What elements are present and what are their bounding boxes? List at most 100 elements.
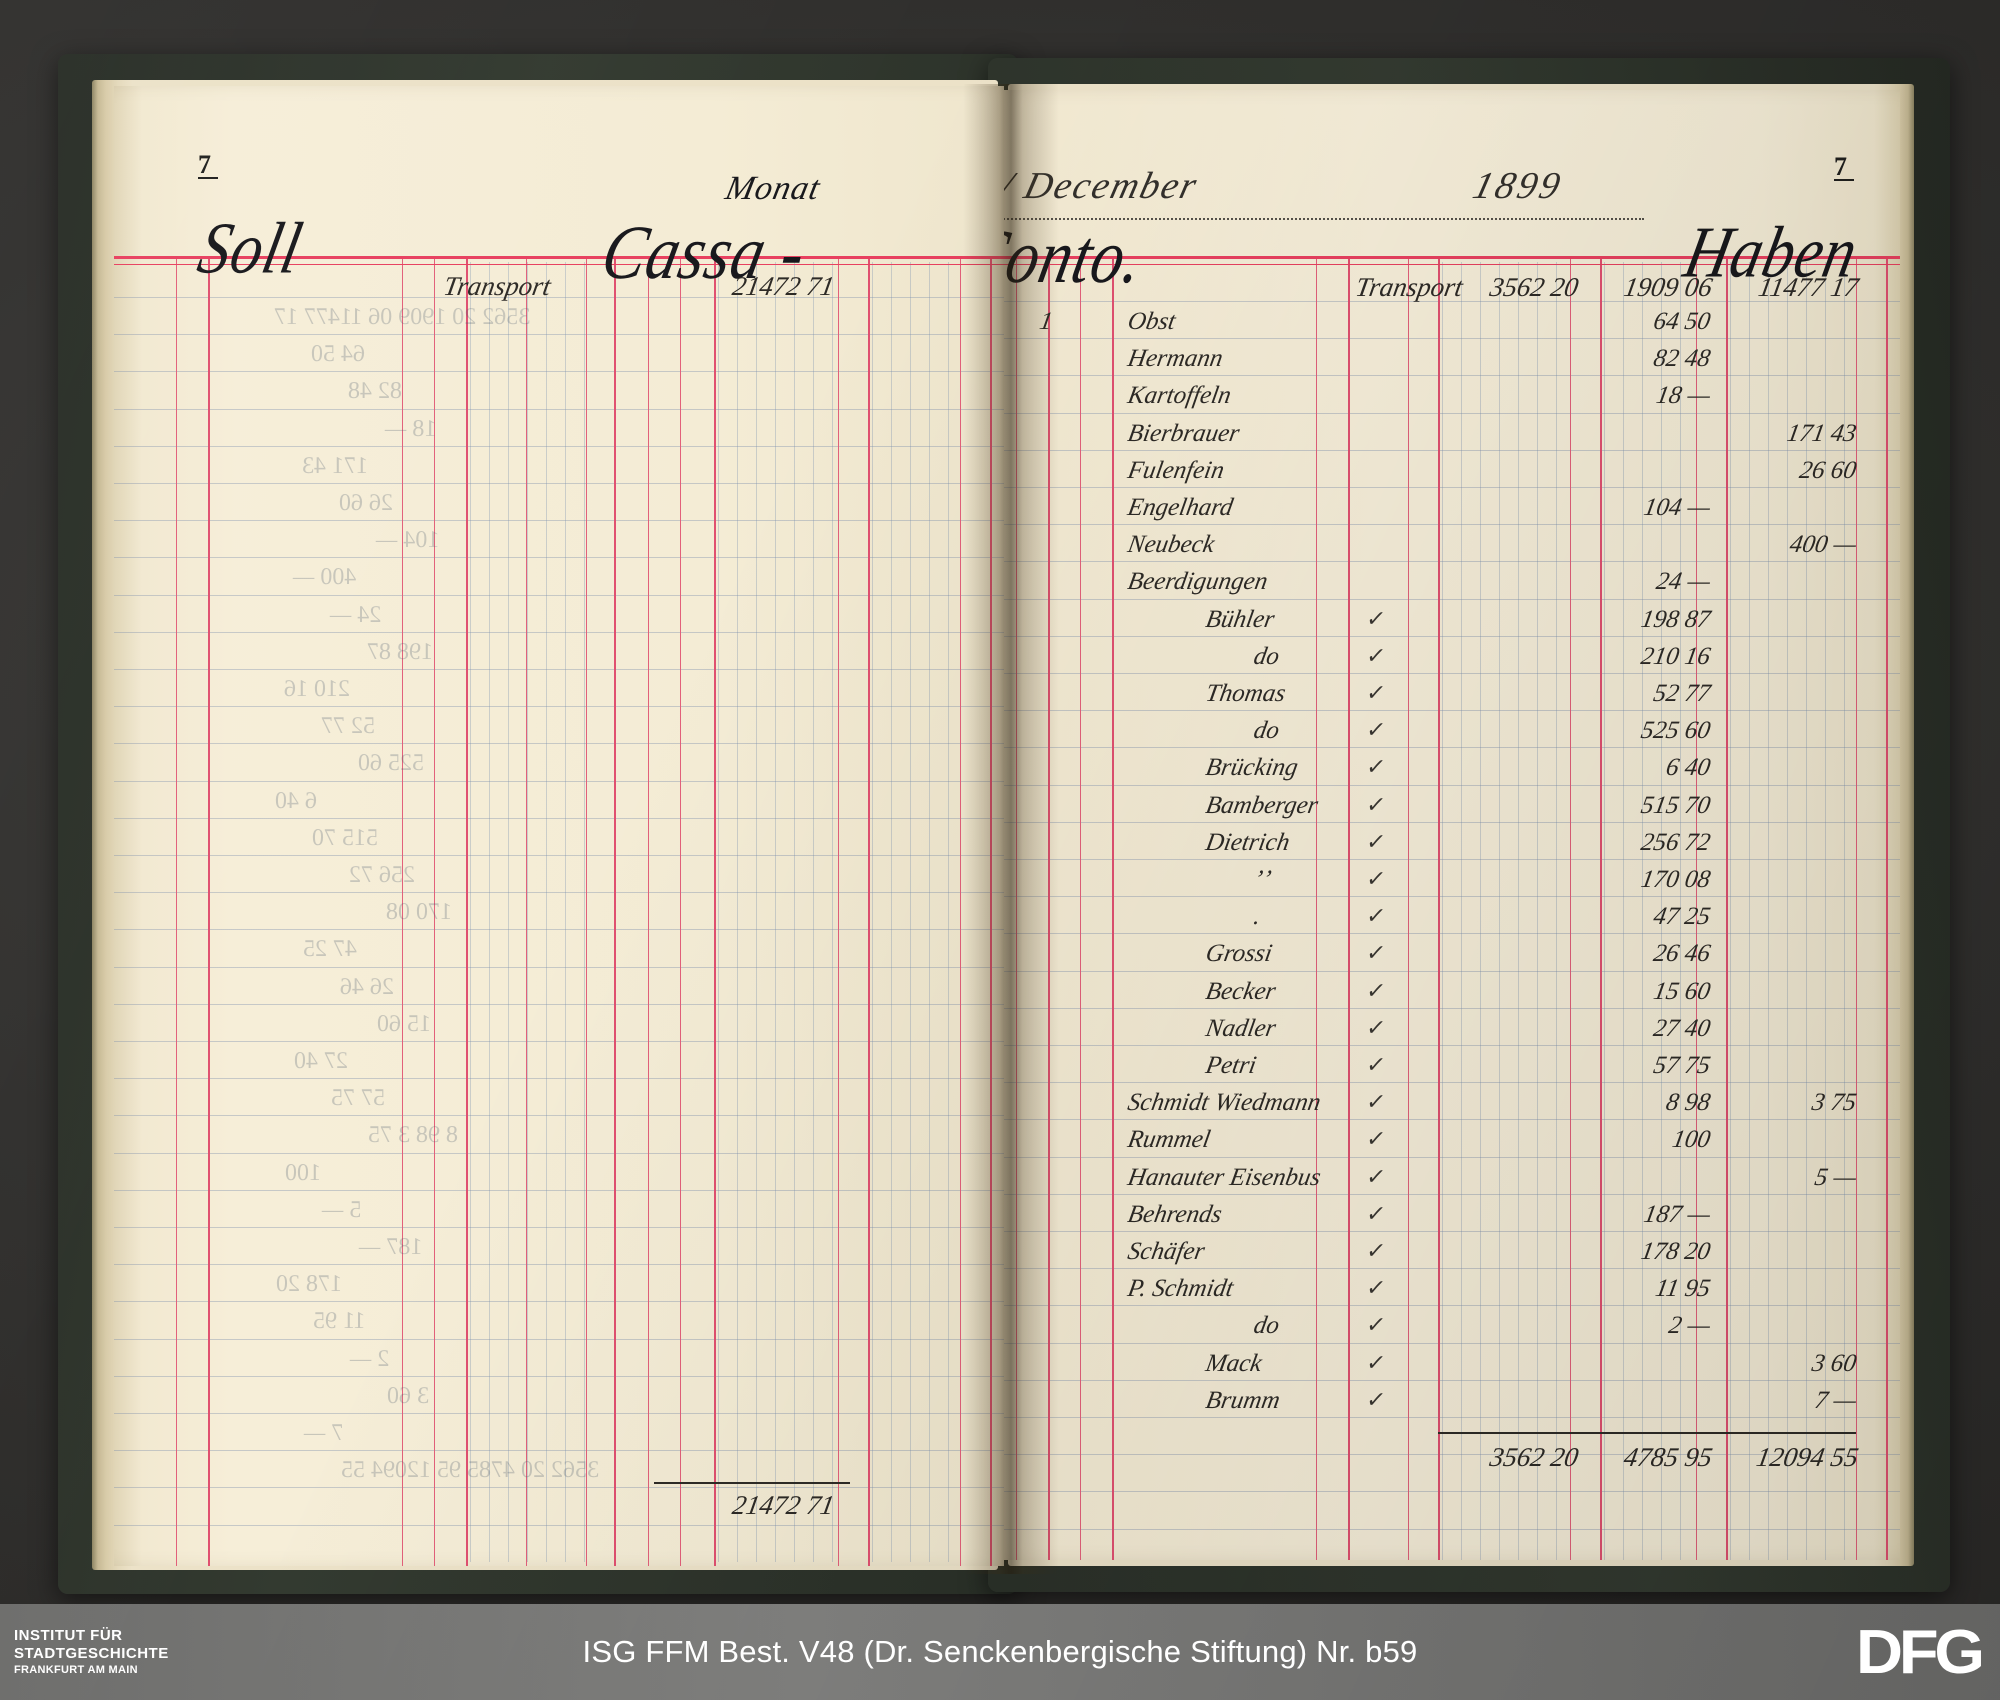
feint-rule bbox=[114, 445, 1004, 447]
feint-rule bbox=[114, 1487, 1004, 1489]
entry-description: Mack bbox=[1203, 1349, 1264, 1377]
column-rule bbox=[1348, 258, 1350, 1560]
feint-rule bbox=[1004, 301, 1900, 302]
table-row: Bierbrauer 171 43 bbox=[1004, 420, 1900, 457]
ghost-line: 47 25 bbox=[300, 936, 360, 963]
money-hairline bbox=[775, 262, 776, 1562]
entry-description: Grossi bbox=[1203, 940, 1275, 968]
feint-rule bbox=[114, 1301, 1004, 1303]
heading-haben: Haben bbox=[1677, 212, 1865, 294]
feint-rule bbox=[114, 1115, 1004, 1117]
ghost-line: 11 95 bbox=[310, 1308, 368, 1335]
money-hairline bbox=[1825, 262, 1826, 1560]
table-row: Becker ✓ 15 60 bbox=[1004, 978, 1900, 1015]
entry-check-mark: ✓ bbox=[1364, 754, 1388, 780]
money-hairline bbox=[1806, 262, 1807, 1560]
book-gutter-shadow bbox=[963, 84, 1059, 1574]
transport-label-left: Transport bbox=[441, 271, 554, 301]
ghost-line: 400 — bbox=[290, 564, 359, 591]
ghost-line: 82 48 bbox=[345, 378, 405, 405]
entry-description: Bamberger bbox=[1203, 791, 1321, 819]
money-hairline bbox=[1480, 262, 1481, 1560]
money-hairline bbox=[1461, 262, 1462, 1560]
money-hairline bbox=[832, 262, 833, 1562]
entry-check-mark: ✓ bbox=[1364, 1126, 1388, 1152]
entry-amount-col2: 26 46 bbox=[1651, 940, 1713, 968]
entry-check-mark: ✓ bbox=[1364, 1349, 1388, 1375]
entry-check-mark: ✓ bbox=[1364, 1238, 1388, 1263]
entry-description: do bbox=[1251, 642, 1282, 670]
page-number-left: 7 bbox=[198, 150, 218, 179]
money-hairline bbox=[718, 262, 719, 1562]
feint-rule bbox=[1004, 375, 1900, 377]
column-rule bbox=[1600, 258, 1602, 1560]
feint-rule bbox=[114, 1078, 1004, 1080]
leaf-edges-right bbox=[1008, 84, 1914, 1566]
table-row: Brumm ✓ 7 — bbox=[1004, 1387, 1900, 1424]
entry-description: Thomas bbox=[1203, 680, 1288, 707]
feint-rule bbox=[114, 706, 1004, 708]
feint-rule bbox=[114, 1413, 1004, 1414]
entry-description: Engelhard bbox=[1125, 494, 1236, 521]
feint-rule bbox=[1004, 561, 1900, 563]
money-hairline bbox=[1537, 262, 1538, 1560]
table-row: 1 Obst 64 50 bbox=[1004, 308, 1900, 345]
page-number-right: 7 bbox=[1834, 152, 1854, 181]
money-hairline bbox=[1680, 262, 1681, 1560]
feint-rule bbox=[114, 743, 1004, 745]
top-red-rule2-right bbox=[1004, 264, 1900, 265]
entry-check-mark: ✓ bbox=[1364, 717, 1388, 743]
entry-check-mark: ✓ bbox=[1364, 791, 1388, 817]
feint-rule bbox=[1004, 821, 1900, 823]
transport-col2: 1909 06 bbox=[1621, 272, 1715, 302]
month-dotted-line bbox=[1004, 174, 1644, 220]
table-row: P. Schmidt ✓ 11 95 bbox=[1004, 1275, 1900, 1312]
feint-rule bbox=[114, 1041, 1004, 1042]
ghost-line: 210 16 bbox=[281, 676, 353, 702]
feint-rule bbox=[114, 1003, 1004, 1005]
column-rule bbox=[614, 258, 616, 1566]
entry-check-mark: ✓ bbox=[1364, 680, 1388, 705]
table-row: Rummel ✓ 100 bbox=[1004, 1126, 1900, 1163]
total-underline-left bbox=[654, 1482, 850, 1484]
ghost-line: 24 — bbox=[327, 601, 384, 628]
total-col2: 4785 95 bbox=[1621, 1442, 1715, 1472]
feint-rule bbox=[1004, 1454, 1900, 1456]
vertical-rules-right bbox=[1004, 90, 1900, 1560]
table-row: Thomas ✓ 52 77 bbox=[1004, 680, 1900, 717]
column-rule bbox=[1316, 258, 1317, 1560]
ghost-line: 26 46 bbox=[337, 973, 397, 1000]
feint-rule bbox=[114, 1264, 1004, 1266]
entry-check-mark: ✓ bbox=[1364, 828, 1388, 854]
column-rule bbox=[714, 258, 716, 1566]
feint-rule bbox=[114, 966, 1004, 968]
table-row: do ✓ 210 16 bbox=[1004, 643, 1900, 680]
feint-rule bbox=[114, 780, 1004, 782]
ledger-page-right: 7 Conto. Haben Nov/ December 1899 Transp… bbox=[1004, 90, 1900, 1560]
entry-check-mark: ✓ bbox=[1364, 1014, 1388, 1040]
entry-amount-col3: 5 — bbox=[1812, 1163, 1859, 1191]
money-hairline bbox=[584, 262, 585, 1562]
entry-amount-col3: 171 43 bbox=[1784, 419, 1859, 447]
entry-check-mark: ✓ bbox=[1364, 1275, 1388, 1301]
entry-description: P. Schmidt bbox=[1125, 1275, 1236, 1303]
money-hairline bbox=[737, 262, 738, 1562]
entry-check-mark: ✓ bbox=[1364, 1386, 1388, 1412]
money-hairline bbox=[1518, 262, 1519, 1560]
entry-amount-col2: 104 — bbox=[1641, 494, 1713, 521]
money-hairline bbox=[1749, 262, 1750, 1560]
entry-amount-col2: 210 16 bbox=[1638, 642, 1713, 670]
entry-amount-col2: 187 — bbox=[1641, 1200, 1713, 1228]
total-col1: 3562 20 bbox=[1487, 1442, 1581, 1472]
feint-rule bbox=[1004, 970, 1900, 972]
money-hairline bbox=[1556, 262, 1557, 1560]
entry-check-mark: ✓ bbox=[1364, 1163, 1388, 1189]
money-hairline bbox=[756, 262, 757, 1562]
column-rule bbox=[838, 258, 839, 1566]
entry-amount-col2: 15 60 bbox=[1651, 977, 1713, 1005]
money-hairline bbox=[1499, 262, 1500, 1560]
money-hairline bbox=[565, 262, 566, 1562]
column-rule bbox=[1112, 258, 1114, 1560]
column-rule bbox=[402, 258, 403, 1566]
